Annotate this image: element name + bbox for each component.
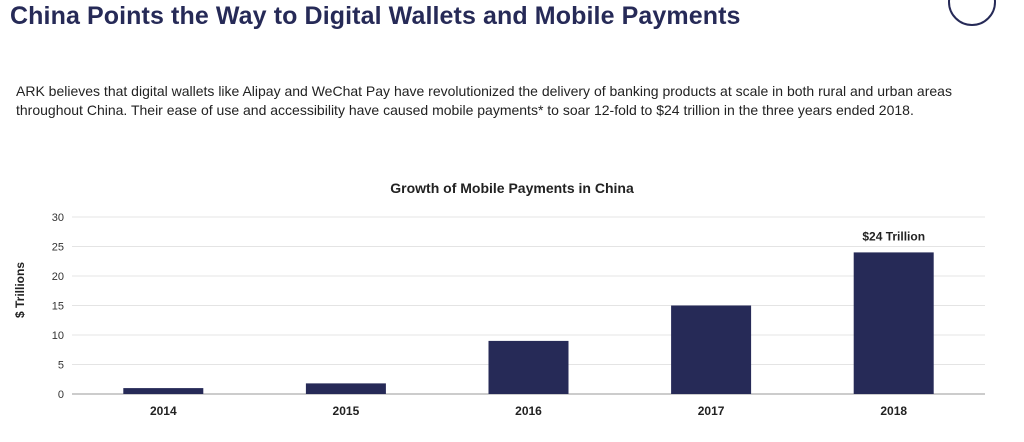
- annotations: $24 Trillion: [862, 229, 925, 243]
- x-tick-label: 2014: [150, 404, 177, 418]
- y-tick-label: 5: [58, 360, 64, 372]
- intro-paragraph: ARK believes that digital wallets like A…: [16, 83, 952, 118]
- bar-2015: [305, 383, 386, 394]
- data-label: $24 Trillion: [862, 229, 925, 243]
- bars: [123, 252, 934, 394]
- y-tick-label: 0: [58, 389, 64, 401]
- y-tick-label: 30: [52, 212, 64, 224]
- y-tick-label: 10: [52, 330, 64, 342]
- bar-2014: [123, 388, 204, 394]
- chart-title: Growth of Mobile Payments in China: [390, 180, 634, 196]
- bar-2018: [853, 252, 934, 394]
- x-axis-ticks: 2014 2015 2016 2017 2018: [150, 404, 907, 418]
- x-tick-label: 2015: [333, 404, 360, 418]
- page-title: China Points the Way to Digital Wallets …: [10, 2, 741, 30]
- bar-2016: [488, 340, 569, 394]
- x-tick-label: 2017: [698, 404, 725, 418]
- grid-lines: [72, 216, 985, 395]
- bar-2017: [671, 305, 752, 394]
- y-tick-label: 20: [52, 271, 64, 283]
- y-tick-label: 25: [52, 242, 64, 254]
- x-tick-label: 2016: [515, 404, 542, 418]
- x-tick-label: 2018: [880, 404, 907, 418]
- y-tick-label: 15: [52, 301, 64, 313]
- y-axis-ticks: 0 5 10 15 20 25 30: [52, 212, 64, 401]
